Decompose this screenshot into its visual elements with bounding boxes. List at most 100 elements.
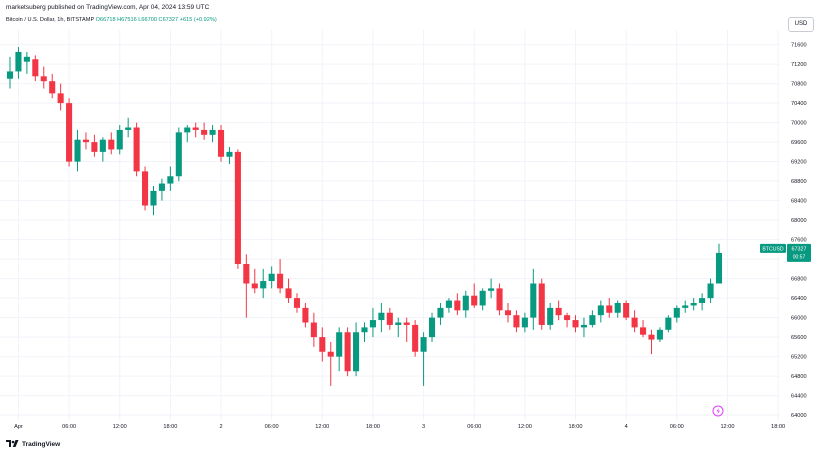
candle [293, 293, 301, 313]
candle-body [268, 273, 275, 282]
candle-body [6, 71, 14, 79]
candle [302, 303, 309, 328]
candle-body [437, 307, 444, 318]
candle-body [665, 317, 672, 330]
candle [361, 322, 368, 342]
candle-body [530, 283, 537, 318]
candle-body [142, 171, 149, 206]
candle [369, 307, 376, 338]
candle [285, 278, 292, 303]
price-tick-label: 66800 [791, 277, 807, 283]
candle [564, 312, 571, 328]
candle-body [302, 307, 309, 323]
time-tick-label: 12:00 [113, 424, 127, 430]
candle-body [673, 307, 680, 318]
price-tick-label: 68400 [791, 199, 807, 205]
price-tick-label: 69600 [791, 140, 807, 146]
candle-body [639, 327, 647, 335]
candle-body [285, 288, 292, 299]
candle [648, 329, 655, 355]
candle-body [319, 337, 326, 352]
candle [243, 254, 250, 318]
candle [201, 122, 208, 140]
price-tag-text: 67327 [792, 246, 807, 252]
candle-body [74, 139, 81, 162]
candle [74, 129, 81, 172]
currency-selector[interactable]: USD [788, 17, 814, 32]
candle-body [226, 151, 233, 157]
candle-body [555, 307, 562, 316]
tradingview-logo[interactable]: TradingView [6, 440, 60, 448]
candle [344, 327, 351, 377]
candle [6, 56, 14, 89]
candle [150, 186, 157, 216]
candle [277, 259, 284, 294]
candle [597, 300, 604, 323]
candle-body [445, 300, 452, 308]
candle [158, 178, 165, 201]
time-tick-label: 18:00 [366, 424, 380, 430]
candle-body [91, 142, 98, 152]
candle-body [690, 303, 697, 306]
candle-body [648, 334, 655, 340]
candle-body [589, 315, 596, 325]
candle-body [116, 129, 123, 150]
candle-body [597, 305, 604, 316]
candle [656, 327, 663, 342]
candle-body [133, 127, 140, 172]
price-tick-label: 70000 [791, 121, 807, 127]
candle [496, 283, 503, 316]
candle [226, 147, 233, 165]
price-tick-label: 64800 [791, 374, 807, 380]
countdown-text: 00:57 [793, 254, 806, 260]
candle [623, 300, 630, 321]
candle [462, 290, 469, 318]
time-tick-label: 06:00 [265, 424, 279, 430]
candle-body [504, 310, 512, 316]
candle [707, 278, 714, 303]
candle [665, 315, 672, 333]
price-tag [787, 243, 811, 262]
candle [336, 327, 343, 372]
candle-body [361, 327, 368, 333]
close-value: C67327 [158, 17, 179, 23]
candle-body [158, 183, 165, 191]
candle-body [715, 252, 723, 284]
candle-body [209, 129, 216, 135]
candle-body [479, 290, 486, 306]
last-price-label: BTCUSD 67327 00:57 [760, 243, 811, 262]
price-tick-label: 69200 [791, 160, 807, 166]
candle [639, 320, 647, 338]
candle-body [699, 298, 706, 303]
time-tick-label: 06:00 [467, 424, 481, 430]
candle-body [454, 300, 461, 311]
candle-body [201, 129, 208, 135]
time-tick-label: 12:00 [720, 424, 734, 430]
candle [699, 293, 706, 311]
candle [555, 300, 562, 321]
tradingview-logo-icon [6, 440, 20, 447]
candle [437, 303, 444, 325]
open-value: O66718 [95, 17, 116, 23]
candle-body [327, 351, 334, 357]
candle [682, 300, 689, 313]
publisher-credit: marketsuberg published on TradingView.co… [6, 4, 210, 11]
price-tick-label: 68000 [791, 218, 807, 224]
candle-body [32, 59, 39, 77]
candle-body [428, 317, 436, 338]
candle [547, 303, 554, 330]
lightning-icon[interactable] [712, 405, 724, 417]
candle [428, 312, 436, 342]
candle-body [606, 305, 613, 313]
candle [192, 122, 199, 138]
candle-body [496, 288, 503, 311]
candle [66, 98, 73, 167]
candle-body [66, 103, 73, 162]
candle [57, 83, 64, 111]
candle-body [234, 151, 241, 264]
candle-body [420, 337, 427, 352]
symbol-tag [760, 243, 786, 253]
candle-body [656, 329, 663, 340]
price-axis: 64000 64400 64800 65200 65600 66000 66400 66800… [791, 43, 807, 420]
